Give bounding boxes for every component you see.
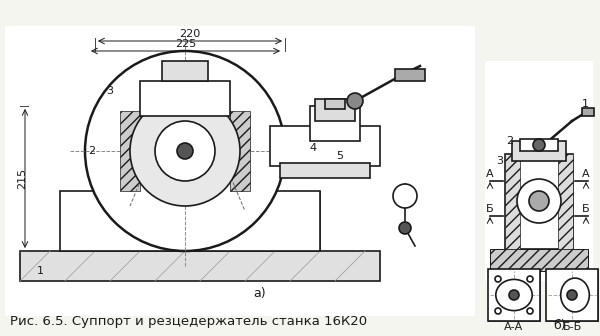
Circle shape <box>517 179 561 223</box>
Bar <box>162 61 208 81</box>
Bar <box>120 111 140 191</box>
Bar <box>270 126 380 166</box>
Bar <box>485 61 593 281</box>
Bar <box>520 139 558 151</box>
Text: 5: 5 <box>337 151 343 161</box>
Text: 3: 3 <box>497 156 503 166</box>
Bar <box>280 163 370 178</box>
Text: А-А: А-А <box>505 322 524 332</box>
Text: а): а) <box>254 288 266 300</box>
Text: Ф220: Ф220 <box>131 112 159 140</box>
Text: А: А <box>486 169 494 179</box>
Bar <box>315 99 355 121</box>
Circle shape <box>495 276 501 282</box>
Bar <box>230 111 250 191</box>
Bar <box>546 269 598 321</box>
Text: 2: 2 <box>88 146 95 156</box>
Bar <box>505 154 520 249</box>
Text: 1: 1 <box>37 266 44 276</box>
Text: Ф400: Ф400 <box>181 87 209 115</box>
Text: 215: 215 <box>17 168 27 189</box>
Bar <box>325 99 345 109</box>
Bar <box>546 269 598 321</box>
Bar <box>140 81 230 116</box>
Circle shape <box>177 143 193 159</box>
Circle shape <box>399 222 411 234</box>
Circle shape <box>85 51 285 251</box>
Circle shape <box>527 308 533 314</box>
Text: б): б) <box>554 320 566 333</box>
Text: 3: 3 <box>107 86 113 96</box>
Bar <box>310 106 360 141</box>
Text: Б-Б: Б-Б <box>562 322 581 332</box>
Circle shape <box>393 184 417 208</box>
Bar <box>512 141 566 161</box>
Circle shape <box>533 139 545 151</box>
Bar <box>488 269 540 321</box>
Text: 225: 225 <box>175 39 196 49</box>
Text: Рис. 6.5. Суппорт и резцедержатель станка 16К20: Рис. 6.5. Суппорт и резцедержатель станк… <box>10 315 367 328</box>
Bar <box>395 69 425 81</box>
Bar <box>490 249 588 271</box>
Bar <box>582 108 594 116</box>
Circle shape <box>495 308 501 314</box>
Text: 1: 1 <box>581 99 589 109</box>
Text: 2: 2 <box>506 136 514 146</box>
Bar <box>505 154 573 249</box>
Bar <box>488 269 540 321</box>
Circle shape <box>347 93 363 109</box>
Bar <box>60 191 320 251</box>
Bar <box>20 251 380 281</box>
Text: Б: Б <box>582 204 590 214</box>
Bar <box>5 26 475 316</box>
Text: Б: Б <box>486 204 494 214</box>
Ellipse shape <box>561 278 589 312</box>
Circle shape <box>509 290 519 300</box>
Bar <box>60 191 100 251</box>
Circle shape <box>527 276 533 282</box>
Text: 4: 4 <box>310 143 317 153</box>
Bar <box>120 111 250 191</box>
Bar <box>280 191 320 251</box>
Circle shape <box>529 191 549 211</box>
Ellipse shape <box>496 280 532 310</box>
Circle shape <box>155 121 215 181</box>
Circle shape <box>130 96 240 206</box>
Circle shape <box>567 290 577 300</box>
Bar <box>558 154 573 249</box>
Text: 220: 220 <box>179 29 200 39</box>
Text: А: А <box>582 169 590 179</box>
